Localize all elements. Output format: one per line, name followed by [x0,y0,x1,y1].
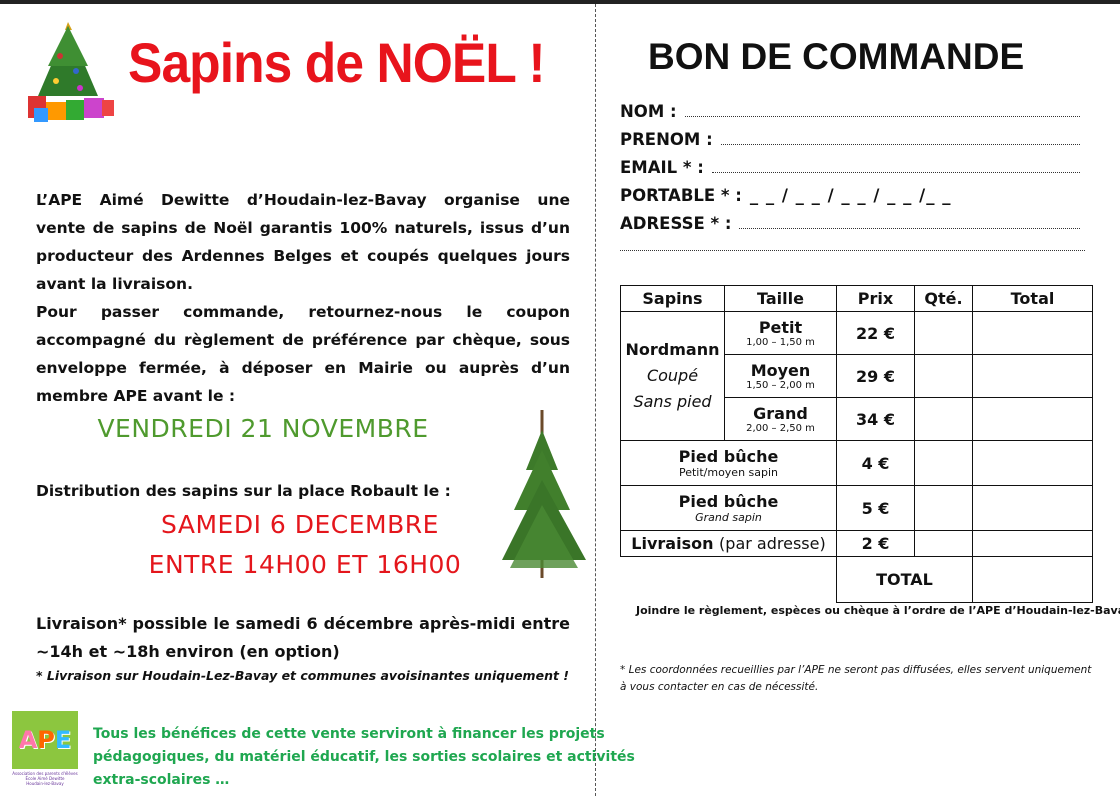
delivery-cell: Livraison (par adresse) [620,530,837,557]
mobile-label: PORTABLE * : [620,186,742,205]
size-cell: Petit 1,00 – 1,50 m [724,311,837,355]
qty-cell[interactable] [914,397,973,441]
name-field[interactable]: NOM : [620,102,1080,130]
intro-line: L’APE Aimé Dewitte d’Houdain-lez-Bavay o… [36,191,570,209]
order-table: Sapins Taille Prix Qté. Total Nordmann Co… [620,285,1093,603]
total-cell[interactable] [972,311,1093,355]
size-cell: Grand 2,00 – 2,50 m [724,397,837,441]
address-input-line-2[interactable] [620,250,1085,251]
price-cell: 29 € [836,354,915,398]
price-cell: 34 € [836,397,915,441]
intro-line: Pour passer commande, retournez-nous le … [36,303,570,321]
size-range: 1,00 – 1,50 m [746,337,815,348]
extra-cell: Pied bûche Grand sapin [620,485,837,531]
size-name: Grand [753,404,808,423]
firstname-field[interactable]: PRENOM : [620,130,1080,158]
variety-cut: Coupé [646,366,699,385]
qty-cell[interactable] [914,530,973,557]
address-input-line[interactable] [739,219,1080,229]
total-cell[interactable] [972,485,1093,531]
size-cell: Moyen 1,50 – 2,00 m [724,354,837,398]
name-input-line[interactable] [684,107,1080,117]
variety-cell: Nordmann Coupé Sans pied [620,311,725,441]
flyer-title: Sapins de NOËL ! [128,31,546,94]
grand-total-label: TOTAL [836,556,973,603]
qty-cell[interactable] [914,485,973,531]
qty-cell[interactable] [914,354,973,398]
intro-line: vente de sapins de Noël garantis 100% na… [36,219,570,237]
delivery-note: * Livraison sur Houdain-Lez-Bavay et com… [36,668,569,683]
intro-line: avant la livraison. [36,275,193,293]
size-range: 2,00 – 2,50 m [746,423,815,434]
benefits-line: extra-scolaires … [93,772,230,788]
intro-line: enveloppe fermée, à déposer en Mairie ou… [36,359,570,377]
price-cell: 4 € [836,440,915,486]
address-field[interactable]: ADRESSE * : [620,214,1080,242]
firstname-label: PRENOM : [620,130,713,149]
intro-paragraph: L’APE Aimé Dewitte d’Houdain-lez-Bavay o… [36,186,570,410]
total-cell[interactable] [972,354,1093,398]
top-bar [0,0,1120,4]
header-taille: Taille [724,285,837,312]
firstname-input-line[interactable] [720,135,1080,145]
cut-line [595,4,596,796]
distribution-text: Distribution des sapins sur la place Rob… [36,482,451,500]
grand-total-cell[interactable] [972,556,1093,603]
address-label: ADRESSE * : [620,214,732,233]
email-field[interactable]: EMAIL * : [620,158,1080,186]
price-cell: 2 € [836,530,915,557]
price-cell: 22 € [836,311,915,355]
size-name: Moyen [750,361,811,380]
size-range: 1,50 – 2,00 m [746,380,815,391]
distribution-date: SAMEDI 6 DECEMBRE [161,510,439,539]
total-cell[interactable] [972,397,1093,441]
delivery-line: Livraison* possible le samedi 6 décembre… [36,614,570,633]
mobile-input-mask[interactable]: _ _ / _ _ / _ _ / _ _ /_ _ [749,186,952,205]
extra-name: Pied bûche [678,492,779,511]
privacy-note: * Les coordonnées recueillies par l’APE … [620,664,1092,693]
email-label: EMAIL * : [620,158,704,177]
variety-name: Nordmann [625,340,720,359]
header-prix: Prix [836,285,915,312]
delivery-paragraph: Livraison* possible le samedi 6 décembre… [36,610,570,666]
decorated-christmas-tree-image [28,22,114,122]
order-form-title: BON DE COMMANDE [648,36,1025,77]
header-sapins: Sapins [620,285,725,312]
delivery-line: ~14h et ~18h environ (en option) [36,642,340,661]
extra-detail: Grand sapin [695,511,762,524]
empty-cell [621,557,837,603]
header-total: Total [972,285,1093,312]
intro-line: accompagné du règlement de préférence pa… [36,331,570,349]
mobile-field[interactable]: PORTABLE * : _ _ / _ _ / _ _ / _ _ /_ _ [620,186,1080,214]
size-name: Petit [758,318,803,337]
name-label: NOM : [620,102,677,121]
email-input-line[interactable] [711,163,1080,173]
total-cell[interactable] [972,440,1093,486]
extra-cell: Pied bûche Petit/moyen sapin [620,440,837,486]
header-qte: Qté. [914,285,973,312]
variety-stand: Sans pied [633,392,712,411]
qty-cell[interactable] [914,311,973,355]
intro-line: membre APE avant le : [36,387,236,405]
benefits-line: Tous les bénéfices de cette vente servir… [93,726,605,742]
extra-detail: Petit/moyen sapin [678,466,779,479]
intro-line: producteur des Ardennes Belges et coupés… [36,247,570,265]
benefits-text: Tous les bénéfices de cette vente servir… [93,723,635,792]
price-cell: 5 € [836,485,915,531]
total-cell[interactable] [972,530,1093,557]
distribution-time: ENTRE 14H00 ET 16H00 [148,550,462,579]
nordmann-fir-image [502,410,586,578]
delivery-label: Livraison [631,534,714,553]
payment-note: Joindre le règlement, espèces ou chèque … [636,604,1120,617]
extra-name: Pied bûche [678,447,779,466]
benefits-line: pédagogiques, du matériel éducatif, les … [93,749,635,765]
qty-cell[interactable] [914,440,973,486]
delivery-detail: (par adresse) [719,534,826,553]
deadline-date: VENDREDI 21 NOVEMBRE [97,414,429,443]
